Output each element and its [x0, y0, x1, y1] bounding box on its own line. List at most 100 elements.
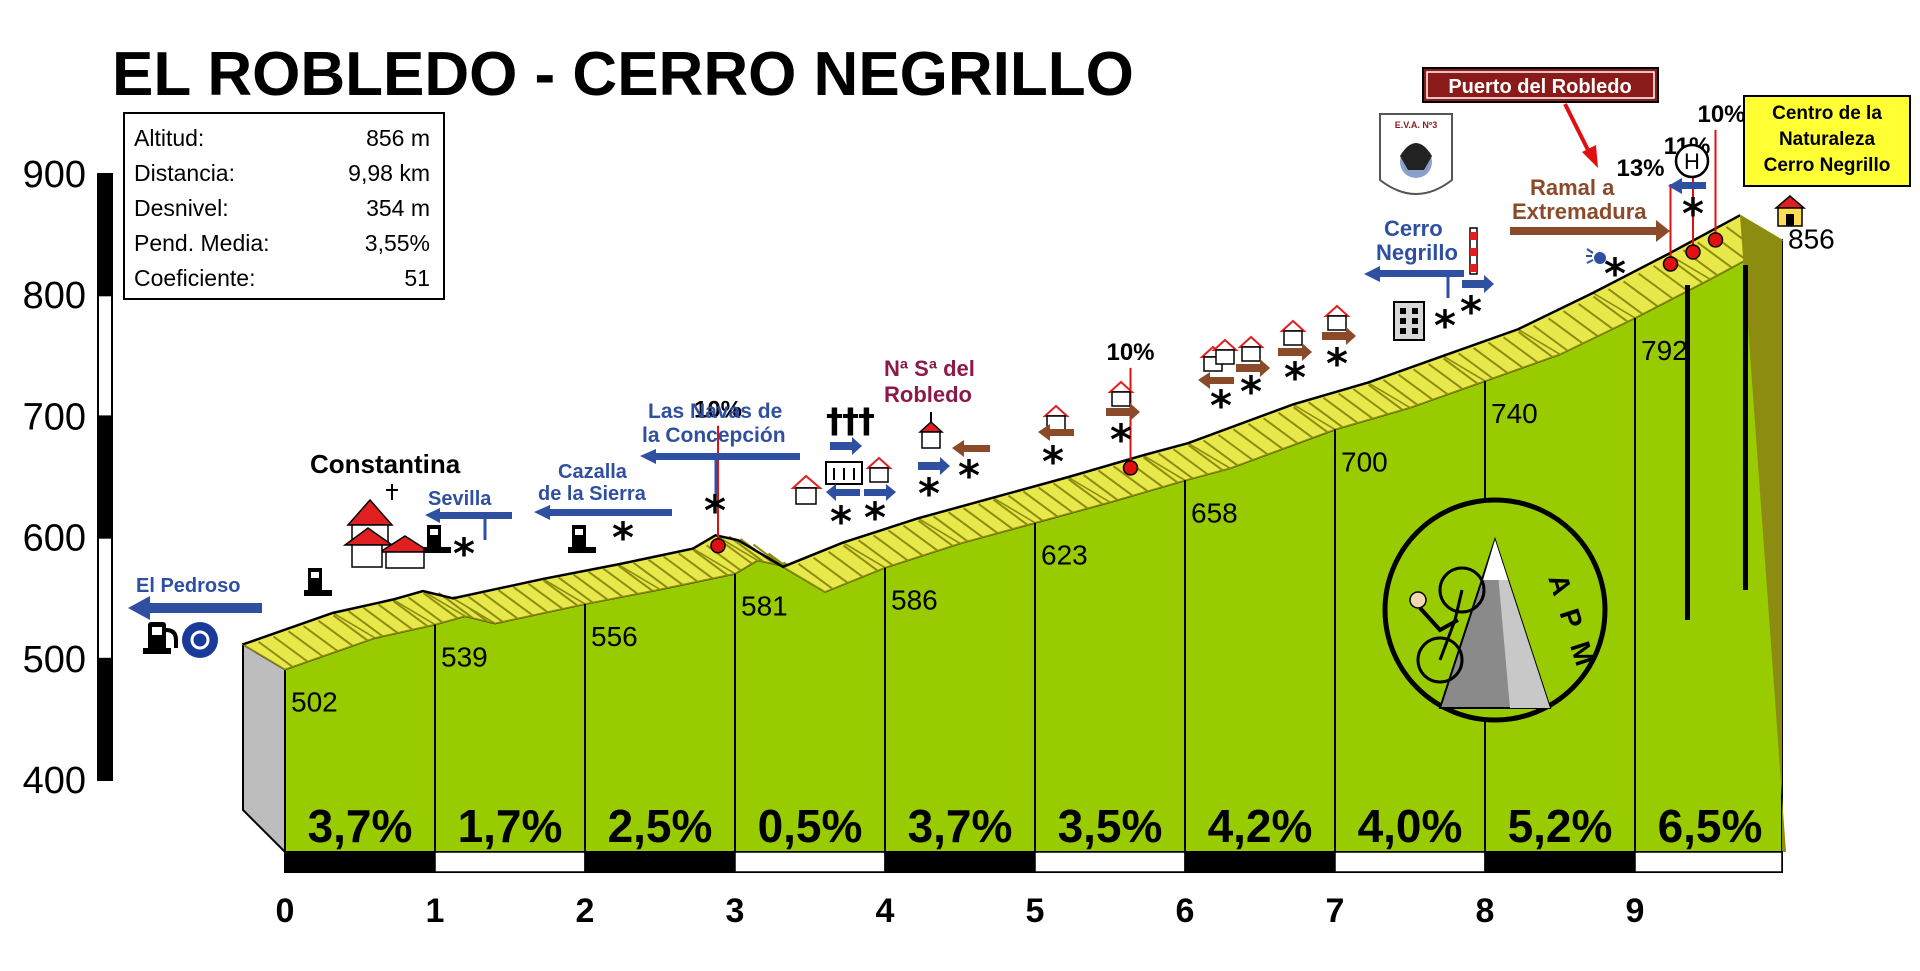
peak-dot — [1122, 460, 1139, 476]
road-hatch — [512, 586, 549, 613]
altitude-label: 539 — [441, 642, 488, 673]
road-hatch — [1502, 336, 1539, 364]
road-hatch — [1232, 428, 1269, 456]
gradient-label: 3,5% — [1058, 800, 1163, 852]
road-hatch — [917, 519, 954, 547]
altitude-label: 740 — [1491, 398, 1538, 429]
road-hatch — [1202, 439, 1239, 467]
road-hatch — [527, 582, 564, 610]
gradient-label: 4,0% — [1358, 800, 1463, 852]
asterisk-icon: * — [918, 469, 940, 518]
x-scale-segment — [884, 851, 1036, 873]
robledo-label-1: Nª Sª del — [884, 356, 975, 381]
road-hatch — [1472, 347, 1509, 374]
road-hatch — [1052, 482, 1089, 510]
road-hatch — [617, 565, 654, 592]
x-tick-label: 6 — [1176, 892, 1195, 930]
road-hatch — [1487, 341, 1524, 369]
road-hatch — [362, 607, 399, 634]
peak-markers: 10%10%13%11%10% — [694, 101, 1746, 554]
fuel-station-icon — [568, 525, 596, 553]
y-tick-label: 900 — [23, 154, 86, 196]
x-axis: 0 1 2 3 4 5 6 7 8 9 — [276, 851, 1783, 930]
road-hatch — [1622, 280, 1659, 308]
centro-label-1: Centro de la — [1772, 103, 1882, 124]
road-back-edge — [242, 214, 1741, 646]
x-scale-segment — [1184, 851, 1336, 873]
road-hatch — [797, 562, 834, 590]
profile-side-face — [242, 642, 286, 855]
road-hatch — [932, 515, 969, 543]
road-hatch — [407, 596, 444, 624]
x-scale-segment — [584, 851, 736, 873]
road-hatch — [1322, 397, 1359, 424]
asterisk-icon: * — [1240, 367, 1262, 416]
robledo-label-2: Robledo — [884, 382, 972, 407]
info-label-coeficiente: Coeficiente: — [134, 265, 255, 291]
road-hatch — [1457, 352, 1494, 380]
road-hatch — [302, 625, 339, 652]
peak-dot — [1662, 256, 1679, 272]
house-icon — [1042, 404, 1070, 431]
gradient-label: 6,5% — [1658, 800, 1763, 852]
centro-naturaleza-marker: Centro de la Naturaleza Cerro Negrillo — [1743, 95, 1911, 227]
road-hatch — [872, 534, 909, 562]
road-hatch — [1037, 486, 1074, 514]
road-hatch — [572, 573, 609, 601]
asterisk-icon: * — [1110, 415, 1132, 464]
ramal-extremadura-marker: Ramal a Extremadura * — [1510, 175, 1670, 298]
arrow-left-icon — [826, 484, 860, 501]
house-icon — [1773, 195, 1807, 227]
road-band — [241, 214, 1786, 852]
road-hatch — [1217, 434, 1254, 461]
gradient-label: 1,7% — [458, 800, 563, 852]
church-icon — [342, 484, 433, 569]
asterisk-icon: * — [1682, 189, 1704, 238]
arrow-right-icon — [1462, 275, 1494, 293]
gradient-label: 2,5% — [608, 800, 713, 852]
y-tick-label: 700 — [23, 396, 86, 438]
asterisk-icon: * — [1604, 249, 1626, 298]
road-hatch — [812, 556, 849, 584]
road-hatch — [1142, 456, 1179, 484]
arrow-left-icon — [1038, 424, 1074, 441]
info-value-altitud: 856 m — [366, 125, 430, 151]
arrow-right-icon — [1106, 403, 1140, 421]
road-hatch — [497, 589, 534, 617]
asterisk-icon: * — [1326, 339, 1348, 388]
cerro-negrillo-label-1: Cerro — [1384, 216, 1443, 241]
centro-label-3: Cerro Negrillo — [1764, 155, 1891, 176]
road-hatch — [1082, 474, 1119, 501]
fuel-station-icon — [304, 568, 332, 596]
road-hatch — [377, 603, 414, 631]
robledo-marker: Nª Sª del Robledo * * — [884, 356, 990, 518]
arrow-right-icon — [1236, 359, 1270, 377]
road-hatch — [1067, 478, 1104, 505]
info-value-desnivel: 354 m — [366, 195, 430, 221]
road-hatch — [947, 511, 984, 538]
peak-label: 13% — [1616, 155, 1664, 182]
road-hatch — [632, 562, 669, 589]
peak-dot — [1685, 244, 1701, 260]
x-scale-segment — [734, 851, 886, 873]
road-hatch — [1022, 490, 1059, 518]
x-tick-label: 9 — [1626, 892, 1645, 930]
road-hatch — [1382, 379, 1419, 406]
road-hatch — [1187, 444, 1224, 472]
road-hatch — [692, 549, 729, 577]
road-hatch — [1607, 288, 1644, 315]
altitude-label: 658 — [1191, 497, 1238, 528]
asterisk-icon: * — [1434, 301, 1456, 350]
road-hatch — [1352, 388, 1389, 415]
asterisk-icon: * — [1460, 287, 1482, 336]
y-scale-segment — [97, 536, 113, 660]
x-tick-label: 4 — [876, 892, 895, 930]
road-hatch — [1247, 422, 1284, 450]
x-scale-segment — [284, 851, 436, 873]
road-hatch — [1697, 241, 1733, 269]
road-hatch — [257, 640, 294, 668]
asterisk-icon: * — [1042, 437, 1064, 486]
constantina-marker: Constantina * — [304, 449, 475, 596]
gradient-label: 0,5% — [758, 800, 863, 852]
y-tick-label: 600 — [23, 518, 86, 560]
